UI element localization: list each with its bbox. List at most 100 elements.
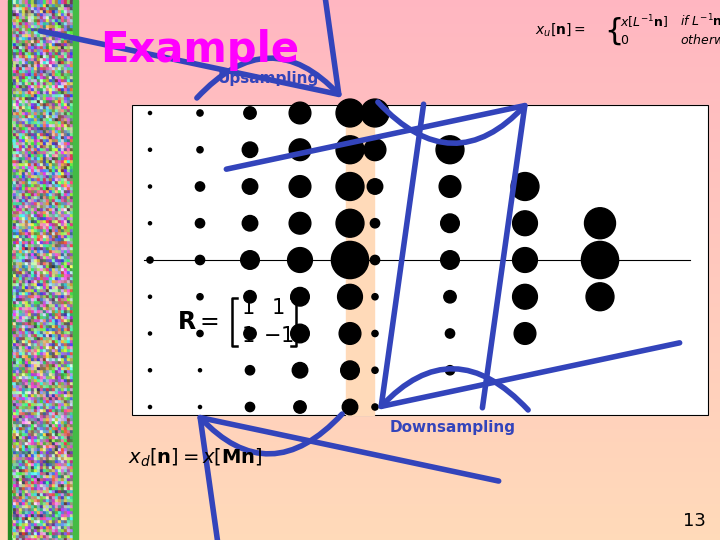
Bar (37, 477, 40, 480)
Bar (28, 288, 31, 291)
Bar (55, 300, 58, 303)
Bar (64, 246, 67, 249)
Bar (52, 345, 55, 348)
Bar (0, 218, 720, 221)
Bar (28, 252, 31, 255)
Bar (13, 369, 16, 372)
Bar (52, 24, 55, 27)
Bar (25, 309, 28, 312)
Bar (58, 255, 61, 258)
Bar (25, 348, 28, 351)
Bar (16, 162, 19, 165)
Bar (55, 486, 58, 489)
Bar (28, 39, 31, 42)
Bar (43, 15, 46, 18)
Bar (10, 462, 13, 465)
Bar (70, 102, 73, 105)
Bar (55, 48, 58, 51)
Bar (22, 438, 25, 441)
Bar (61, 42, 64, 45)
Bar (28, 480, 31, 483)
Bar (22, 354, 25, 357)
Bar (34, 531, 37, 534)
Bar (25, 30, 28, 33)
Bar (67, 327, 70, 330)
Bar (58, 69, 61, 72)
Bar (73, 27, 76, 30)
Bar (67, 198, 70, 201)
Bar (55, 336, 58, 339)
Bar (16, 282, 19, 285)
Bar (55, 426, 58, 429)
Bar (55, 456, 58, 459)
Bar (61, 21, 64, 24)
Bar (16, 249, 19, 252)
Circle shape (338, 285, 362, 309)
Bar (55, 303, 58, 306)
Bar (28, 162, 31, 165)
Bar (22, 333, 25, 336)
Bar (70, 192, 73, 195)
Bar (46, 309, 49, 312)
Bar (61, 273, 64, 276)
Bar (67, 297, 70, 300)
Bar (49, 291, 52, 294)
Bar (58, 240, 61, 243)
Bar (0, 185, 720, 189)
Text: $1$: $1$ (271, 298, 284, 318)
Bar (73, 504, 76, 507)
Bar (49, 90, 52, 93)
Bar (70, 453, 73, 456)
Circle shape (289, 102, 311, 124)
Bar (64, 537, 67, 540)
Bar (40, 18, 43, 21)
Bar (55, 75, 58, 78)
Bar (46, 33, 49, 36)
Bar (28, 210, 31, 213)
Bar (70, 531, 73, 534)
Bar (34, 444, 37, 447)
Bar (43, 6, 46, 9)
Bar (0, 490, 720, 494)
FancyArrowPatch shape (381, 104, 680, 410)
Bar (34, 60, 37, 63)
Bar (61, 0, 64, 3)
Bar (58, 285, 61, 288)
Bar (58, 66, 61, 69)
Bar (52, 162, 55, 165)
Bar (43, 144, 46, 147)
Bar (34, 489, 37, 492)
Bar (10, 372, 13, 375)
Bar (73, 39, 76, 42)
Bar (34, 441, 37, 444)
Bar (22, 234, 25, 237)
Bar (67, 111, 70, 114)
Bar (37, 195, 40, 198)
Bar (31, 117, 34, 120)
Bar (61, 186, 64, 189)
Bar (28, 318, 31, 321)
Bar (19, 6, 22, 9)
Bar (43, 54, 46, 57)
Bar (70, 252, 73, 255)
Bar (28, 48, 31, 51)
Bar (46, 492, 49, 495)
Bar (40, 516, 43, 519)
Bar (73, 411, 76, 414)
Bar (58, 270, 61, 273)
Bar (55, 234, 58, 237)
Bar (10, 51, 13, 54)
Bar (10, 201, 13, 204)
Bar (55, 249, 58, 252)
Bar (31, 72, 34, 75)
Bar (70, 201, 73, 204)
Bar (64, 63, 67, 66)
Bar (19, 60, 22, 63)
Bar (37, 429, 40, 432)
Bar (46, 63, 49, 66)
Bar (16, 405, 19, 408)
Bar (16, 153, 19, 156)
Bar (13, 432, 16, 435)
Bar (64, 351, 67, 354)
Bar (25, 510, 28, 513)
